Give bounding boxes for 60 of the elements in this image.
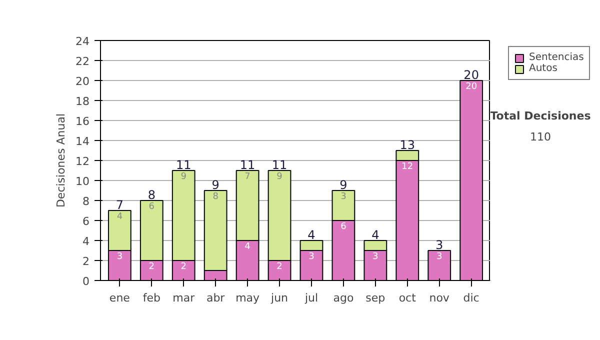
data-label: 3	[308, 252, 314, 262]
total-label: 9	[340, 178, 348, 192]
total-label: 4	[308, 228, 316, 242]
legend-label: Sentencias	[529, 52, 584, 63]
data-label: 3	[340, 192, 346, 202]
total-label: 13	[400, 138, 416, 152]
data-label: 2	[276, 262, 282, 272]
x-tick-label: nov	[429, 292, 450, 304]
text: 110	[530, 130, 551, 144]
total-label: 7	[116, 198, 124, 212]
data-label: 4	[116, 212, 123, 222]
y-tick-label: 0	[82, 275, 90, 288]
data-label: 3	[436, 252, 442, 262]
y-tick-label: 6	[82, 215, 90, 228]
y-tick-label: 4	[82, 235, 90, 248]
data-label: 7	[244, 172, 250, 182]
data-label: 9	[180, 172, 187, 182]
data-label: 8	[212, 192, 219, 202]
x-tick-label: may	[236, 292, 260, 304]
y-tick-label: 24	[76, 35, 90, 48]
data-label: 12	[402, 162, 414, 172]
data-label: 4	[244, 242, 251, 252]
data-label: 3	[116, 252, 123, 262]
y-tick-label: 10	[76, 175, 90, 188]
total-label: 8	[148, 188, 156, 202]
data-label: 2	[180, 262, 186, 272]
y-tick-label: 20	[76, 75, 90, 88]
x-tick-label: ene	[109, 292, 130, 304]
x-tick-label: ago	[333, 292, 354, 304]
total-label: 3	[436, 238, 444, 252]
total-label: 4	[372, 228, 380, 242]
y-tick-label: 2	[82, 255, 90, 268]
x-tick-label: jun	[270, 292, 288, 304]
x-tick-label: abr	[206, 292, 226, 304]
y-tick-label: 12	[76, 155, 90, 168]
legend-label: Autos	[529, 63, 558, 74]
y-tick-label: 14	[76, 135, 90, 148]
total-label: 9	[212, 178, 220, 192]
total-label: 11	[176, 158, 192, 172]
total-label: 20	[464, 68, 479, 82]
annotation: Total Decisiones	[490, 110, 592, 122]
data-label: 2	[148, 262, 155, 272]
y-tick-label: 18	[76, 95, 90, 108]
total-label: 11	[272, 158, 288, 172]
y-tick-label: 22	[76, 55, 90, 68]
y-tick-label: 16	[76, 115, 90, 128]
data-label: 6	[148, 202, 155, 212]
x-tick-label: oct	[398, 292, 417, 304]
y-tick-label: 8	[82, 195, 90, 208]
x-tick-label: feb	[142, 292, 160, 304]
data-label: 20	[466, 82, 478, 92]
x-tick-label: jul	[304, 292, 318, 304]
x-tick-label: sep	[366, 292, 386, 304]
data-label: 9	[276, 172, 283, 182]
y-axis-title: Decisiones Anual	[54, 113, 68, 208]
data-label: 6	[340, 222, 347, 232]
x-tick-label: mar	[172, 292, 196, 304]
total-label: 11	[240, 158, 256, 172]
data-label: 3	[372, 252, 378, 262]
x-tick-label: dic	[463, 292, 480, 304]
